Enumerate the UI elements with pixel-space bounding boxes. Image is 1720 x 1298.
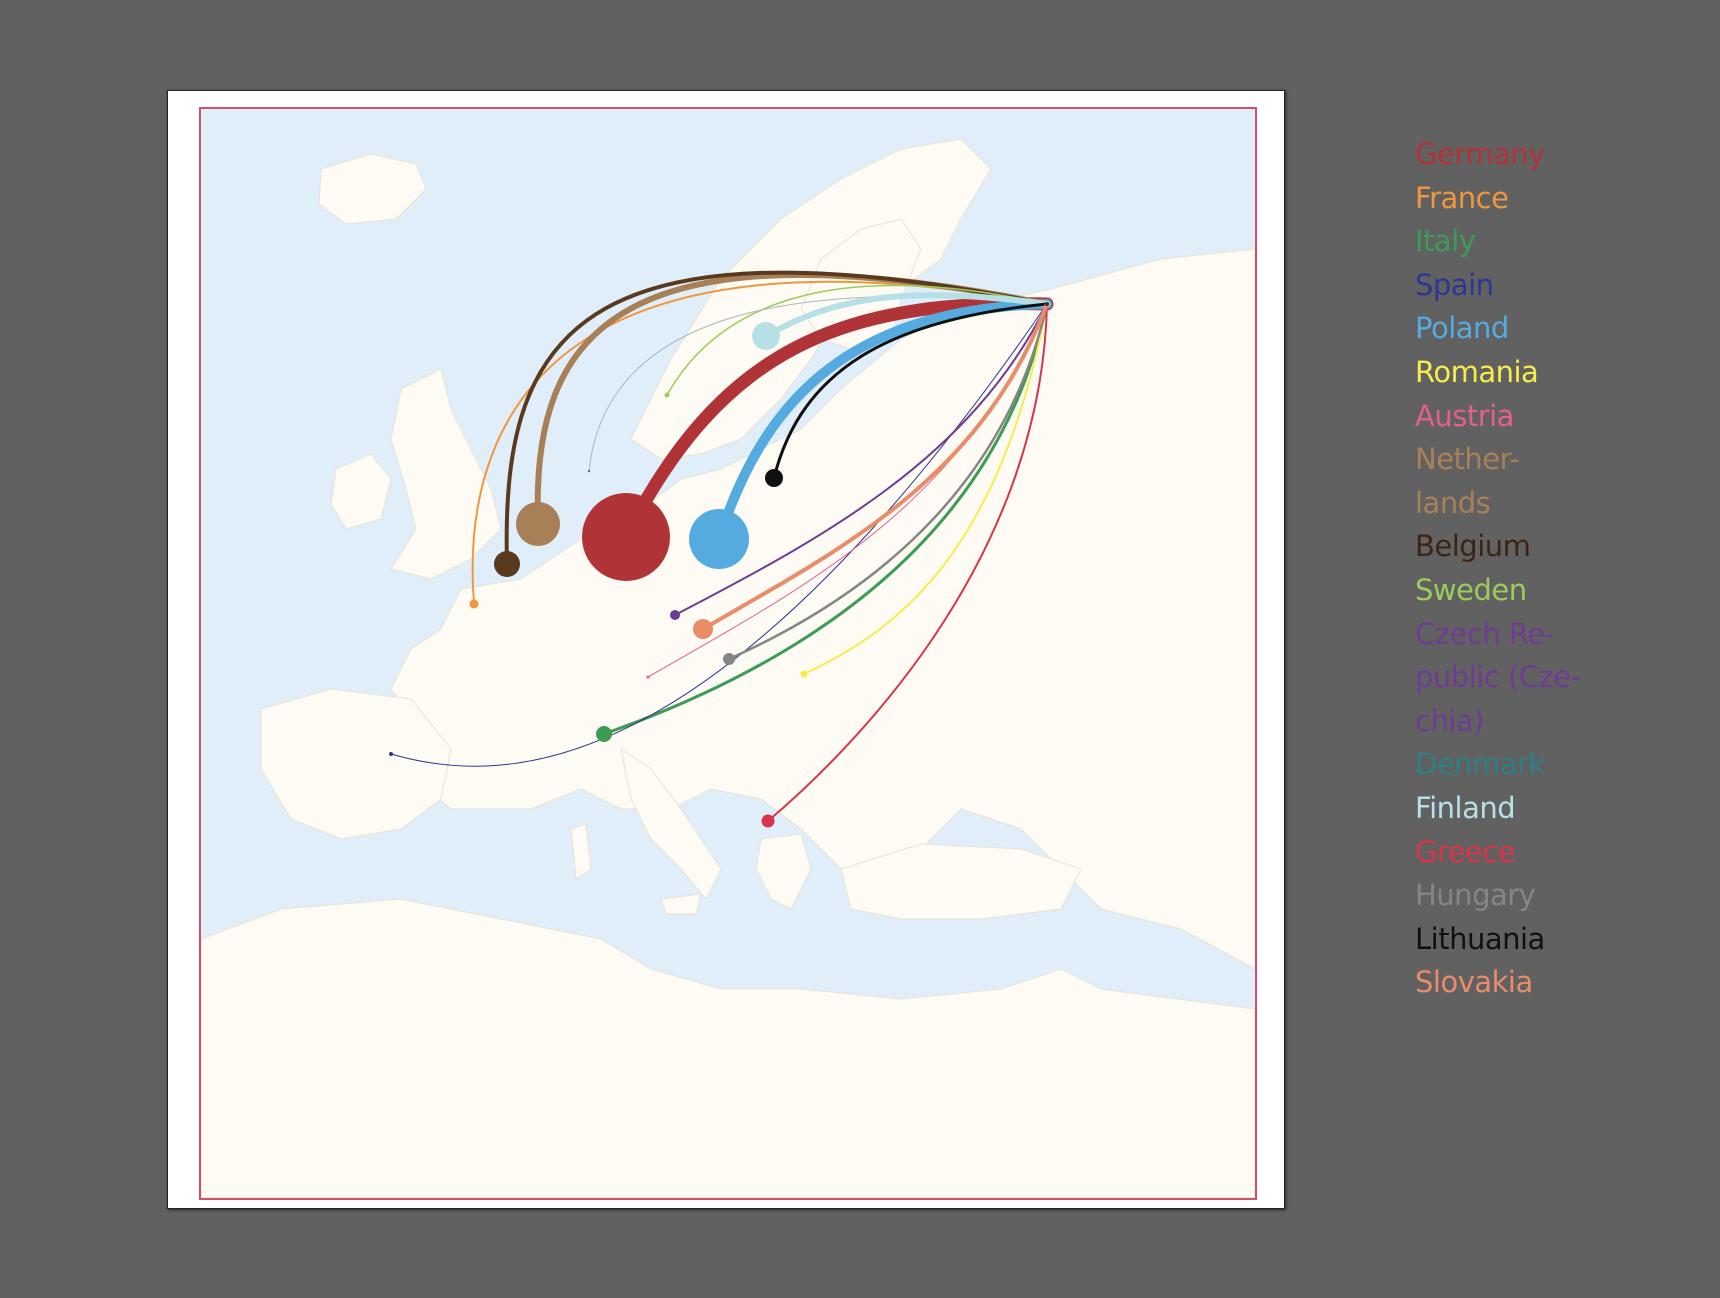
legend-item-austria: Austria (1415, 398, 1514, 433)
arc-spain (390, 303, 1048, 767)
legend-item-czech: Czech Re- public (Cze- chia) (1415, 616, 1581, 738)
dot-greece (761, 814, 775, 828)
legend-item-italy: Italy (1415, 224, 1476, 259)
arc-sweden (666, 284, 1048, 396)
legend-item-slovakia: Slovakia (1415, 965, 1533, 1000)
flow-map (201, 109, 1255, 1198)
legend-item-hungary: Hungary (1415, 878, 1536, 913)
dot-czech (670, 610, 680, 620)
artboard (167, 90, 1285, 1209)
legend-item-greece: Greece (1415, 834, 1516, 869)
arc-greece (767, 303, 1048, 822)
legend-item-spain: Spain (1415, 267, 1494, 302)
arc-france (471, 280, 1048, 605)
dot-romania (800, 670, 808, 678)
dot-netherlands (516, 502, 560, 546)
dot-denmark (587, 469, 591, 473)
legend-item-denmark: Denmark (1415, 747, 1545, 782)
dot-italy (596, 726, 612, 742)
dot-austria (646, 675, 650, 679)
dot-spain (389, 752, 393, 756)
destination-dot (1045, 302, 1049, 306)
dot-sweden (664, 392, 670, 398)
arc-hungary (727, 302, 1049, 661)
arc-romania (803, 303, 1048, 675)
dot-germany (582, 493, 670, 581)
dot-belgium (494, 551, 520, 577)
legend-item-netherlands: Nether- lands (1415, 442, 1520, 520)
origin-dots (389, 302, 1049, 828)
arc-slovakia (701, 302, 1049, 631)
legend-item-poland: Poland (1415, 311, 1509, 346)
arc-belgium (504, 270, 1049, 566)
legend: Germany France Italy Spain Poland Romani… (1415, 133, 1615, 1005)
dot-finland (752, 322, 780, 350)
arc-lithuania (772, 302, 1049, 480)
flow-arcs (390, 270, 1054, 822)
legend-item-sweden: Sweden (1415, 572, 1527, 607)
arc-finland (763, 292, 1050, 339)
legend-item-germany: Germany (1415, 137, 1545, 171)
arc-italy (602, 302, 1049, 736)
legend-item-france: France (1415, 180, 1509, 215)
dot-france (469, 599, 479, 609)
legend-item-finland: Finland (1415, 790, 1516, 825)
dot-slovakia (693, 619, 713, 639)
arc-poland (714, 299, 1052, 544)
arc-czech (674, 303, 1048, 616)
legend-item-belgium: Belgium (1415, 529, 1531, 564)
dot-hungary (723, 653, 735, 665)
arc-germany (619, 297, 1054, 544)
dot-poland (689, 509, 749, 569)
map-frame (199, 107, 1257, 1200)
legend-item-lithuania: Lithuania (1415, 921, 1545, 956)
dot-lithuania (765, 469, 783, 487)
legend-item-romania: Romania (1415, 354, 1539, 389)
